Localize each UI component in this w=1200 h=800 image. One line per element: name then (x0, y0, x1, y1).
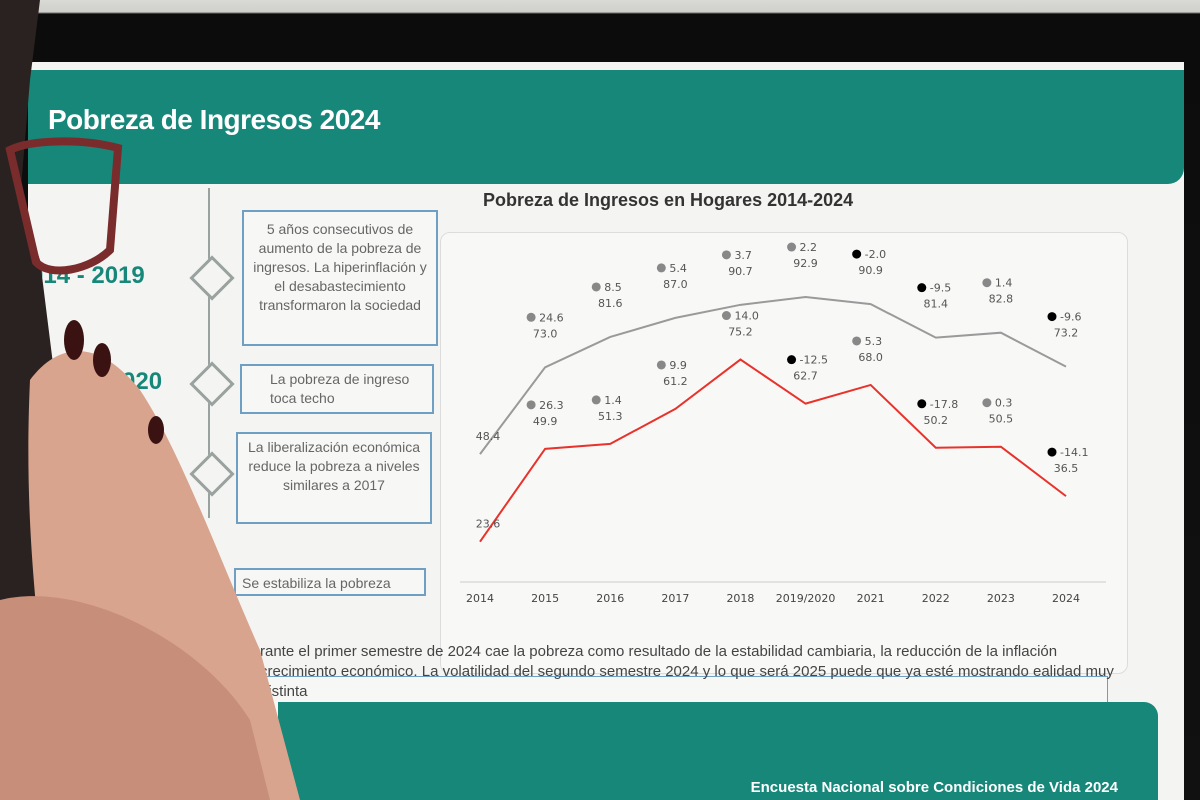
change-dot (982, 398, 992, 408)
data-label: 81.6 (598, 297, 623, 310)
series-line (479, 358, 1067, 543)
change-dot (526, 312, 536, 322)
change-label: -17.8 (930, 398, 958, 411)
x-tick-label: 2014 (466, 592, 494, 605)
change-label: 1.4 (604, 394, 622, 407)
change-label: -14.1 (1060, 446, 1088, 459)
change-label: 1.4 (995, 277, 1013, 290)
x-tick-label: 2022 (922, 592, 950, 605)
data-label: 61.2 (663, 375, 688, 388)
timeline-marker (189, 361, 235, 407)
change-label: -2.0 (865, 248, 886, 261)
x-tick-label: 2017 (661, 592, 689, 605)
change-label: 8.5 (604, 281, 622, 294)
change-dot (787, 355, 797, 365)
change-label: -9.5 (930, 282, 951, 295)
data-label: 49.9 (533, 415, 558, 428)
timeline-box: 5 años consecutivos de aumento de la pob… (242, 210, 438, 346)
footer-text: Encuesta Nacional sobre Condiciones de V… (750, 779, 1118, 796)
x-tick-label: 2015 (531, 592, 559, 605)
data-label: 92.9 (793, 257, 818, 270)
timeline-box: Se estabiliza la pobreza (234, 568, 426, 596)
data-label: 90.7 (728, 265, 753, 278)
change-dot (917, 399, 927, 409)
change-label: 5.4 (669, 262, 687, 275)
change-label: 9.9 (669, 359, 687, 372)
change-label: -9.6 (1060, 311, 1081, 324)
change-dot (982, 278, 992, 288)
change-dot (656, 263, 666, 273)
x-tick-label: 2021 (857, 592, 885, 605)
series-line (479, 296, 1067, 455)
change-label: 14.0 (734, 310, 759, 323)
chart-panel (440, 232, 1128, 674)
data-label: 68.0 (858, 351, 883, 364)
x-tick-label: 2023 (987, 592, 1015, 605)
data-label: 73.0 (533, 327, 558, 340)
slide-title: Pobreza de Ingresos 2024 (48, 104, 380, 135)
change-dot (787, 242, 797, 252)
period-label: 020 (122, 368, 163, 395)
data-label: 62.7 (793, 370, 818, 383)
data-label: 73.2 (1054, 327, 1079, 340)
change-dot (852, 336, 862, 346)
change-dot (656, 360, 666, 370)
data-label: 75.2 (728, 326, 753, 339)
data-label: 48.4 (476, 430, 501, 443)
timeline-marker (189, 255, 235, 301)
data-label: 23.6 (476, 518, 501, 531)
line-chart: 2014 2015 2016 2017 2018 2019/2020 2021 2022 202… (460, 241, 1106, 605)
x-tick-label: 2024 (1052, 592, 1080, 605)
change-dot (526, 400, 536, 410)
chart-title: Pobreza de Ingresos en Hogares 2014-2024 (483, 190, 854, 210)
change-dot (917, 283, 927, 293)
timeline-box: La pobreza de ingreso toca techo (240, 364, 434, 414)
change-label: 0.3 (995, 397, 1013, 410)
timeline-marker (189, 451, 235, 497)
data-label: 87.0 (663, 278, 688, 291)
data-label: 51.3 (598, 410, 623, 423)
data-label: 50.5 (989, 413, 1014, 426)
x-tick-label: 2018 (726, 592, 754, 605)
change-label: 26.3 (539, 399, 564, 412)
change-dot (591, 282, 601, 292)
change-dot (1047, 447, 1057, 457)
change-label: 24.6 (539, 311, 564, 324)
change-label: 5.3 (865, 335, 883, 348)
data-label: 36.5 (1054, 462, 1079, 475)
x-tick-label: 2016 (596, 592, 624, 605)
data-label: 50.2 (924, 414, 949, 427)
change-dot (591, 395, 601, 405)
change-label: 3.7 (734, 249, 752, 262)
change-label: 2.2 (800, 241, 818, 254)
change-dot (852, 249, 862, 259)
data-label: 81.4 (924, 298, 949, 311)
data-label: 90.9 (858, 264, 883, 277)
data-label: 82.8 (989, 293, 1014, 306)
timeline-box: La liberalización económica reduce la po… (236, 432, 432, 524)
change-dot (1047, 312, 1057, 322)
change-dot (721, 250, 731, 260)
change-label: -12.5 (800, 354, 828, 367)
period-label: 014 - 2019 (30, 262, 145, 289)
change-dot (721, 311, 731, 321)
x-tick-label: 2019/2020 (776, 592, 836, 605)
slide-screen: Pobreza de Ingresos 2024 014 - 2019 020 … (28, 62, 1184, 800)
header-band: Pobreza de Ingresos 2024 (28, 70, 1184, 184)
footer-band: Encuesta Nacional sobre Condiciones de V… (278, 702, 1158, 800)
